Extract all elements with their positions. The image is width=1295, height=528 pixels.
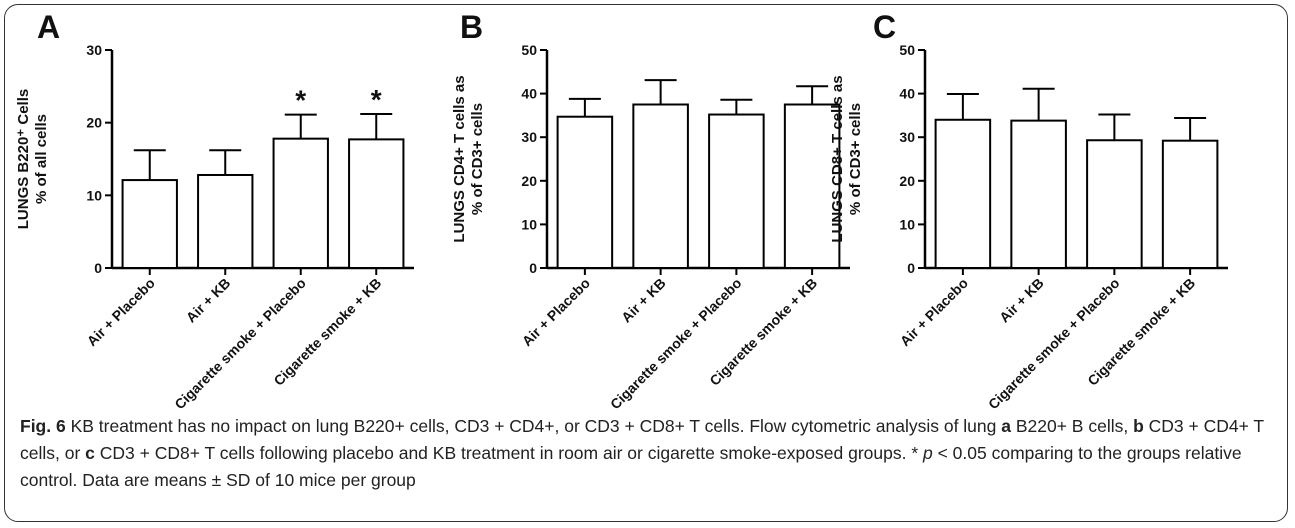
y-tick-label: 50 (521, 42, 537, 58)
y-axis-title: LUNGS CD8+ T cells as% of CD3+ cells (829, 75, 864, 242)
y-tick-label: 30 (899, 129, 915, 145)
caption-panel-c: c (85, 443, 95, 463)
x-tick-label: Air + KB (618, 275, 669, 326)
y-tick-label: 40 (899, 86, 915, 102)
bar (1161, 139, 1219, 269)
caption-fig-label: Fig. 6 (20, 416, 66, 436)
bar (556, 115, 614, 270)
y-axis-title: LUNGS B220⁺ Cells% of all cells (15, 89, 50, 229)
caption-text-1: KB treatment has no impact on lung B220+… (65, 416, 1002, 436)
caption-text-5: < 0.05 comparing to the groups relative … (20, 443, 1242, 490)
significance-marker: * (295, 85, 306, 116)
chart-panel-c: C LUNGS CD8+ T cells as% of CD3+ cells 0 10… (829, 9, 1228, 410)
bar (272, 137, 329, 269)
y-axis-title: LUNGS CD4+ T cells as% of CD3+ cells (451, 75, 486, 242)
bar (197, 173, 254, 269)
bar (348, 138, 405, 269)
y-tick-label: 0 (94, 260, 102, 276)
significance-marker: * (371, 84, 382, 115)
y-axis-title-line: % of CD3+ cells (847, 103, 864, 215)
caption-panel-b: b (1133, 416, 1144, 436)
x-tick-label: Air + Placebo (519, 275, 593, 349)
y-tick-label: 20 (521, 173, 537, 189)
y-axis-title-line: LUNGS CD4+ T cells as (451, 75, 468, 242)
y-tick-label: 0 (907, 260, 915, 276)
panel-label: B (460, 9, 483, 45)
chart-panel-b: B LUNGS CD4+ T cells as% of CD3+ cells 0 10… (451, 9, 850, 410)
bar (1086, 139, 1143, 269)
x-tick-label: Cigarette smoke + Placebo (171, 275, 309, 410)
figure-caption: Fig. 6 KB treatment has no impact on lun… (20, 413, 1278, 494)
panel-label: A (37, 9, 60, 45)
y-tick-label: 10 (899, 216, 915, 232)
x-tick-label: Air + Placebo (84, 275, 158, 349)
bar (934, 118, 992, 270)
y-tick-label: 30 (86, 42, 102, 58)
x-tick-label: Air + Placebo (897, 275, 971, 349)
caption-text-2: B220+ B cells, (1010, 416, 1134, 436)
bar (632, 103, 689, 269)
caption-text-3: CD3 + CD4+ T cells, or (20, 416, 1264, 463)
caption-panel-a: a (1001, 416, 1011, 436)
x-tick-label: Air + KB (996, 275, 1047, 326)
x-tick-label: Cigarette smoke + Placebo (985, 275, 1123, 410)
y-tick-label: 20 (899, 173, 915, 189)
bar (1010, 119, 1067, 269)
y-axis-title-line: % of all cells (33, 114, 50, 204)
charts-canvas: A LUNGS B220⁺ Cells% of all cells 0 10 20 30 A… (15, 9, 1228, 410)
x-tick-label: Air + KB (183, 275, 234, 326)
y-tick-label: 10 (86, 187, 102, 203)
y-tick-label: 40 (521, 86, 537, 102)
y-axis-title-line: LUNGS CD8+ T cells as (829, 75, 846, 242)
caption-text-4: CD3 + CD8+ T cells following placebo and… (94, 443, 923, 463)
y-tick-label: 10 (521, 216, 537, 232)
y-tick-label: 30 (521, 129, 537, 145)
y-tick-label: 0 (529, 260, 537, 276)
panel-label: C (873, 9, 896, 45)
bar (121, 179, 178, 269)
bar (708, 113, 765, 269)
chart-panel-a: A LUNGS B220⁺ Cells% of all cells 0 10 20 30 A… (15, 9, 414, 410)
y-axis-title-line: LUNGS B220⁺ Cells (15, 89, 32, 229)
y-tick-label: 50 (899, 42, 915, 58)
y-tick-label: 20 (86, 115, 102, 131)
figure-frame (4, 4, 1288, 522)
y-axis-title-line: % of CD3+ cells (469, 103, 486, 215)
bar (783, 103, 841, 269)
caption-p-symbol: p (923, 443, 933, 463)
x-tick-label: Cigarette smoke + Placebo (607, 275, 745, 410)
